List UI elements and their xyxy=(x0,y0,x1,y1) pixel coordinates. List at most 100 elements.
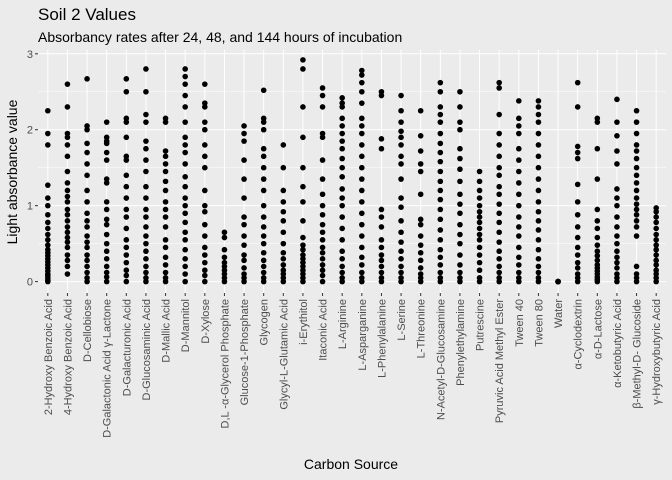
data-point xyxy=(398,204,404,210)
data-point xyxy=(496,239,502,245)
data-point xyxy=(241,257,247,264)
data-point xyxy=(143,111,149,118)
data-point xyxy=(319,211,326,218)
data-point xyxy=(221,229,228,236)
data-point xyxy=(143,119,149,125)
data-point xyxy=(653,267,659,274)
data-point xyxy=(182,237,188,243)
data-point xyxy=(84,257,90,264)
x-tick-label: L-Threonine xyxy=(416,299,428,358)
data-point xyxy=(614,96,620,103)
data-point xyxy=(64,130,71,137)
data-point xyxy=(437,149,444,156)
data-point xyxy=(574,211,581,218)
data-point xyxy=(496,130,502,137)
data-point xyxy=(300,164,306,171)
data-point xyxy=(339,186,345,192)
data-point xyxy=(496,142,502,148)
data-point xyxy=(84,172,90,179)
data-point xyxy=(457,104,463,110)
data-point xyxy=(202,272,208,279)
data-point xyxy=(339,123,345,129)
data-point xyxy=(319,85,326,91)
data-point xyxy=(359,262,365,268)
data-point xyxy=(221,234,228,241)
data-point xyxy=(241,233,247,239)
data-point xyxy=(457,126,463,133)
data-point xyxy=(574,104,581,110)
data-point xyxy=(633,271,640,277)
data-point xyxy=(614,224,620,230)
data-point xyxy=(437,262,444,268)
data-point xyxy=(594,225,601,232)
data-point xyxy=(417,168,424,175)
data-point xyxy=(45,202,51,209)
data-point xyxy=(457,155,463,162)
data-point xyxy=(202,100,208,106)
data-point xyxy=(437,111,444,118)
data-point xyxy=(516,269,522,276)
data-point xyxy=(653,231,659,238)
data-point xyxy=(319,202,326,209)
data-point xyxy=(162,206,169,213)
data-point xyxy=(123,172,130,179)
data-point xyxy=(653,219,659,226)
data-point xyxy=(202,278,208,285)
y-tick-label: 2 xyxy=(27,125,33,137)
data-point xyxy=(103,240,110,247)
data-point xyxy=(614,119,620,125)
data-point xyxy=(594,145,601,152)
data-point xyxy=(359,123,365,129)
data-point xyxy=(300,104,306,110)
data-point xyxy=(535,111,542,118)
y-tick-label: 3 xyxy=(27,49,33,61)
data-point xyxy=(516,224,522,230)
data-point xyxy=(260,269,267,276)
data-point xyxy=(476,237,483,243)
x-tick-label: N-Acetyl-D-Glucosamine xyxy=(435,299,447,420)
data-point xyxy=(64,81,71,87)
data-point xyxy=(123,244,130,251)
data-point xyxy=(64,104,71,110)
data-point xyxy=(182,73,188,80)
x-tick-label: α-Ketobutyric Acid xyxy=(612,299,624,388)
data-point xyxy=(633,233,640,239)
data-point xyxy=(457,166,463,173)
data-point xyxy=(359,269,365,276)
data-point xyxy=(359,67,365,74)
data-point xyxy=(535,227,542,233)
data-point xyxy=(280,208,287,215)
data-point xyxy=(241,176,247,182)
data-point xyxy=(516,202,522,209)
data-point xyxy=(260,176,267,182)
data-point xyxy=(280,249,287,256)
data-point xyxy=(516,157,522,163)
data-point xyxy=(535,199,542,205)
data-point xyxy=(280,256,287,262)
data-point xyxy=(162,269,169,276)
data-point xyxy=(614,248,620,255)
data-point xyxy=(457,210,463,217)
data-point xyxy=(260,249,267,256)
data-point xyxy=(162,254,169,261)
data-point xyxy=(633,206,640,213)
data-point xyxy=(64,224,71,230)
data-point xyxy=(535,275,542,281)
data-point xyxy=(437,158,444,165)
data-point xyxy=(476,187,483,194)
data-point xyxy=(339,95,345,101)
data-point xyxy=(417,233,424,239)
data-point xyxy=(123,272,130,279)
data-point xyxy=(496,79,502,86)
data-point xyxy=(241,123,247,129)
data-point xyxy=(398,229,404,236)
x-tick-label: D-Glucosaminic Acid xyxy=(141,299,153,400)
data-point xyxy=(633,201,640,207)
data-point xyxy=(614,195,620,201)
data-point xyxy=(633,180,640,186)
data-point xyxy=(457,252,463,258)
data-point xyxy=(143,214,149,220)
data-point xyxy=(359,100,365,106)
data-point xyxy=(162,168,169,175)
data-point xyxy=(535,142,542,148)
